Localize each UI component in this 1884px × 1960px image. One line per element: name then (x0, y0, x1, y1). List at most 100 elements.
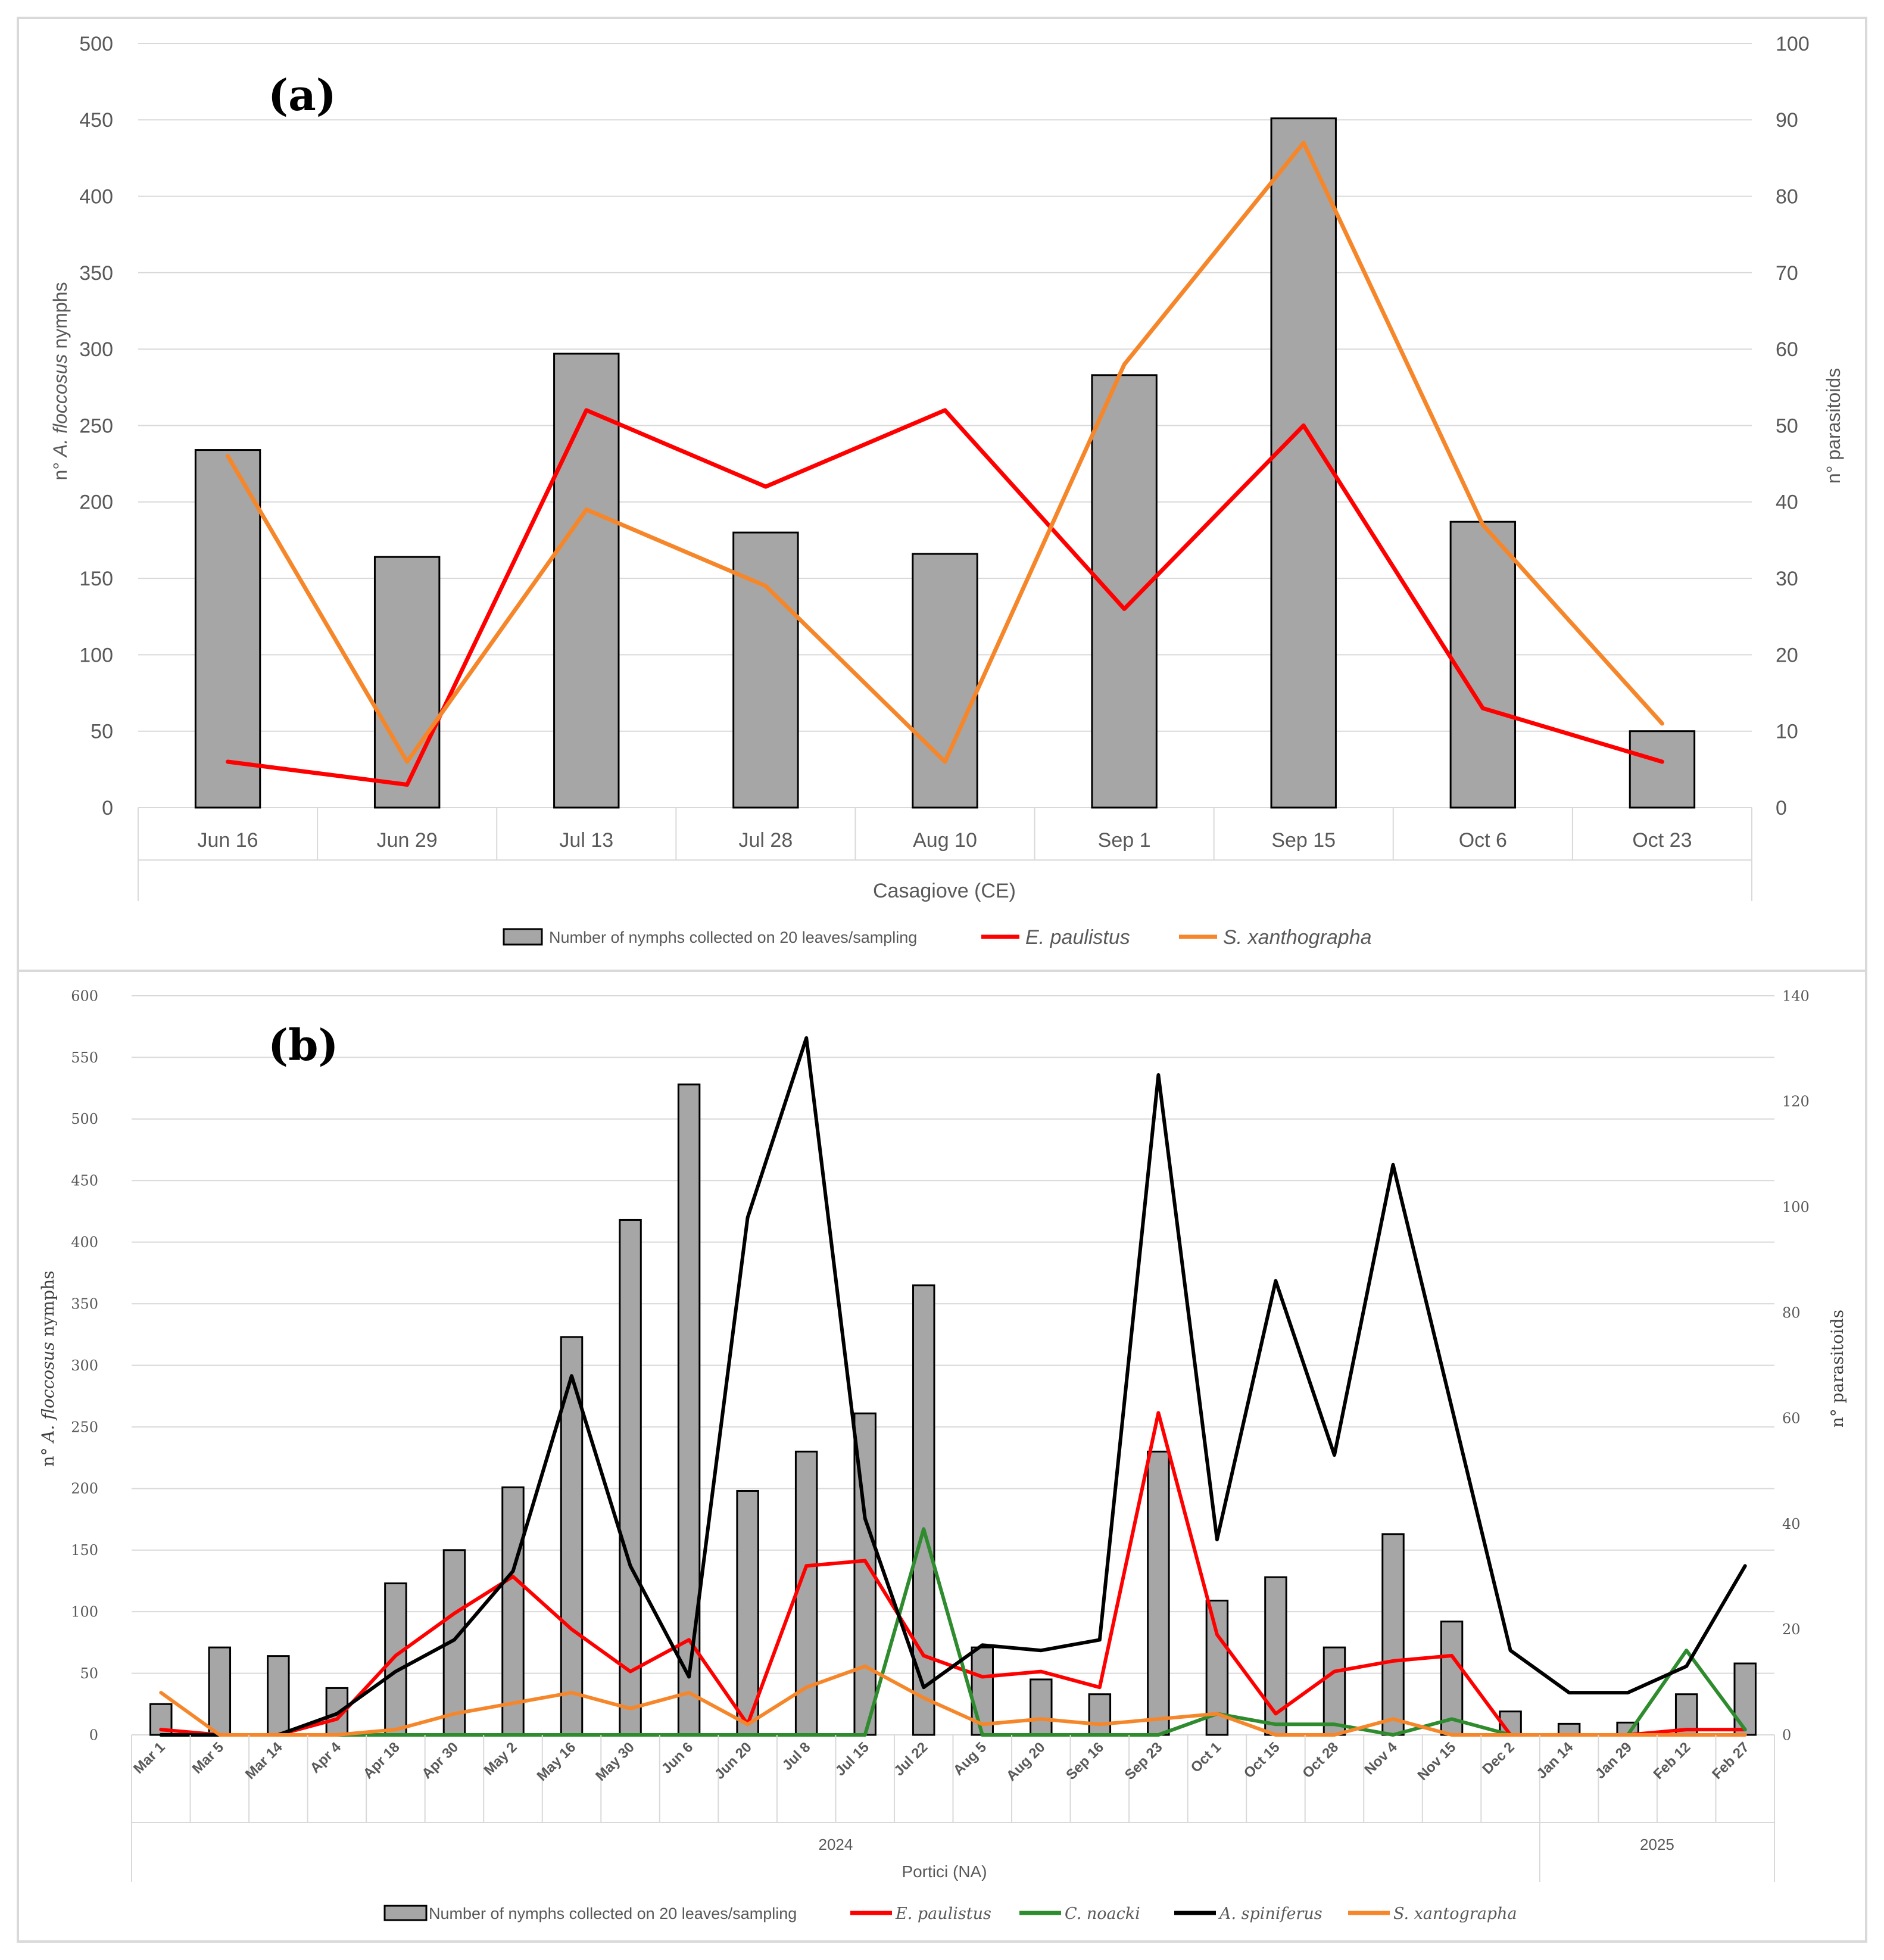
series-line (226, 141, 1664, 764)
panel-b-left-axis-title: n° A. floccosus nymphs (38, 1270, 58, 1466)
left-tick-label: 150 (71, 1542, 98, 1559)
bar (373, 556, 441, 809)
panel-b-right-axis-title: n° parasitoids (1827, 1310, 1847, 1428)
bar (677, 1083, 701, 1736)
panel-a-legend-bar-label: Number of nymphs collected on 20 leaves/… (549, 928, 917, 946)
panel-b-left-axis-suffix: nymphs (38, 1270, 58, 1342)
category-label: Sep 1 (1098, 829, 1151, 852)
bar (208, 1646, 232, 1736)
left-tick-label: 0 (89, 1727, 98, 1743)
year-label: 2025 (1640, 1836, 1674, 1853)
bar (1629, 730, 1696, 809)
left-tick-label: 450 (71, 1173, 98, 1189)
right-tick-label: 60 (1782, 1410, 1801, 1427)
panel-a-label: (a) (268, 70, 336, 120)
panel-b-legend: Number of nymphs collected on 20 leaves/… (383, 1905, 1517, 1923)
bar (619, 1219, 642, 1736)
left-tick-label: 350 (79, 262, 113, 285)
category-label: Jun 29 (377, 829, 438, 852)
series-line (159, 1036, 1747, 1737)
right-tick-label: 20 (1782, 1621, 1801, 1638)
bar (501, 1486, 525, 1736)
bar (1088, 1693, 1112, 1736)
bar (1733, 1662, 1757, 1736)
year-label: 2024 (819, 1836, 853, 1853)
panel-a-left-axis-species: A. floccosus (49, 354, 71, 458)
bar (384, 1582, 407, 1736)
panel-a-legend: Number of nymphs collected on 20 leaves/… (503, 926, 1372, 949)
right-tick-label: 140 (1782, 987, 1810, 1004)
right-tick-label: 0 (1776, 797, 1787, 819)
left-tick-label: 300 (71, 1357, 98, 1374)
left-tick-label: 100 (79, 644, 113, 666)
right-tick-label: 80 (1782, 1304, 1801, 1321)
category-label: Sep 15 (1271, 829, 1336, 852)
right-tick-label: 10 (1776, 721, 1798, 743)
panel-b-left-axis-prefix: n° (38, 1442, 58, 1467)
panel-b-site-label: Portici (NA) (902, 1862, 987, 1881)
panel-a-right-axis-title: n° parasitoids (1823, 368, 1844, 484)
bar (1147, 1450, 1170, 1736)
left-tick-label: 500 (79, 33, 113, 55)
right-tick-label: 20 (1776, 644, 1798, 666)
category-label: Jul 28 (739, 829, 793, 852)
bar (553, 353, 620, 809)
bar (1381, 1533, 1405, 1736)
left-tick-label: 200 (71, 1481, 98, 1497)
panel-b-frame (17, 970, 1867, 1943)
left-tick-label: 400 (79, 186, 113, 208)
left-tick-label: 200 (79, 491, 113, 514)
category-label: Aug 10 (913, 829, 977, 852)
left-tick-label: 500 (71, 1111, 98, 1127)
bar (1091, 374, 1158, 809)
panel-a-legend-s-xanthographa-label: S. xanthographa (1223, 926, 1372, 949)
panel-b-legend-c-noacki-label: C. noacki (1065, 1905, 1140, 1923)
right-tick-label: 30 (1776, 568, 1798, 590)
right-tick-label: 40 (1776, 491, 1798, 514)
right-tick-label: 100 (1776, 33, 1810, 55)
panel-a-left-axis-title: n° A. floccosus nymphs (49, 282, 71, 481)
left-tick-label: 250 (71, 1419, 98, 1435)
panel-a-left-axis-prefix: n° (49, 457, 71, 480)
panel-a-site-label: Casagiove (CE) (873, 880, 1016, 902)
right-tick-label: 50 (1776, 415, 1798, 437)
left-tick-label: 550 (71, 1049, 98, 1066)
panel-a-axes: 0 50 100 150 200 250 300 350 400 450 500 0 10 20 30 40 5… (79, 33, 1810, 901)
bar (1030, 1678, 1053, 1736)
left-tick-label: 250 (79, 415, 113, 437)
category-label: Jul 13 (559, 829, 613, 852)
left-tick-label: 50 (91, 721, 113, 743)
panel-a-lines (226, 141, 1664, 787)
bar (1440, 1621, 1464, 1736)
left-tick-label: 100 (71, 1604, 98, 1621)
left-tick-label: 600 (71, 987, 98, 1004)
left-tick-label: 0 (102, 797, 113, 819)
panel-a-frame (17, 17, 1867, 972)
category-label: Oct 23 (1632, 829, 1692, 852)
bar (1449, 521, 1517, 809)
panel-b-label: (b) (268, 1020, 338, 1070)
bar (912, 553, 978, 809)
left-tick-label: 350 (71, 1295, 98, 1312)
panel-a-legend-bar-swatch (503, 928, 543, 946)
panel-b-legend-s-xantographa-label: S. xantographa (1393, 1905, 1517, 1923)
right-tick-label: 60 (1776, 338, 1798, 361)
category-label: Jun 16 (198, 829, 258, 852)
panel-a-left-axis-suffix: nymphs (49, 282, 71, 354)
right-tick-label: 100 (1782, 1199, 1810, 1216)
right-tick-label: 40 (1782, 1516, 1801, 1532)
left-tick-label: 50 (80, 1665, 98, 1682)
left-tick-label: 400 (71, 1234, 98, 1251)
category-label: Oct 6 (1459, 829, 1507, 852)
right-tick-label: 0 (1782, 1727, 1791, 1743)
bar (732, 531, 799, 809)
bar (736, 1490, 759, 1736)
bar (194, 449, 261, 809)
bar (267, 1655, 290, 1736)
panel-b-legend-bar-swatch (383, 1905, 428, 1921)
panel-a-bars (194, 117, 1696, 809)
left-tick-label: 150 (79, 568, 113, 590)
right-tick-label: 80 (1776, 186, 1798, 208)
left-tick-label: 450 (79, 109, 113, 132)
